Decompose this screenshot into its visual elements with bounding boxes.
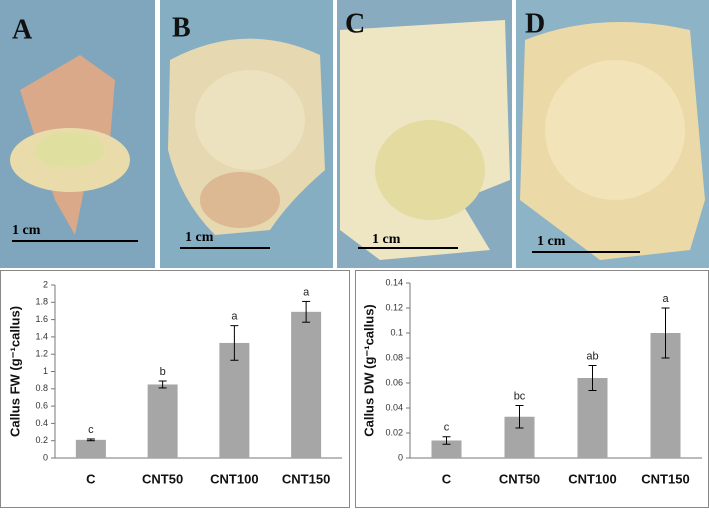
scale-label: 1 cm [537,234,566,249]
bar [431,440,462,458]
significance-letter: ab [586,350,598,362]
photo-a [0,0,155,268]
y-tick-label: 0.04 [385,402,403,412]
x-tick-label: CNT50 [499,471,540,486]
significance-letter: c [88,424,94,436]
y-tick-label: 0.4 [35,418,48,428]
chart-frame [0,270,350,508]
scale-label: 1 cm [185,230,214,245]
x-tick-label: CNT150 [641,471,689,486]
y-tick-label: 2 [43,279,48,289]
y-tick-label: 0 [398,452,403,462]
y-tick-label: 1.4 [35,331,48,341]
y-tick-label: 1.6 [35,314,48,324]
scale-label: 1 cm [12,223,41,238]
photo-d [516,0,709,268]
photo-b [160,0,333,268]
panel-label: A [12,14,33,45]
panel-label: B [172,12,191,43]
bar [75,439,106,458]
y-tick-label: 0.02 [385,427,403,437]
x-tick-label: C [86,471,96,486]
bar [291,311,322,458]
y-tick-label: 0.8 [35,383,48,393]
y-tick-label: 0.14 [385,277,403,287]
y-axis-label: Callus FW (g⁻¹callus) [7,306,22,437]
bar [147,384,178,458]
photo-c [337,0,512,268]
y-axis-label: Callus DW (g⁻¹callus) [361,304,376,437]
significance-letter: a [231,311,238,323]
x-tick-label: CNT100 [568,471,616,486]
y-tick-label: 1.2 [35,349,48,359]
x-tick-label: CNT150 [282,471,330,486]
panel-label: D [525,8,545,39]
y-tick-label: 1.8 [35,297,48,307]
significance-letter: a [303,286,310,298]
bar [219,342,250,458]
significance-letter: c [444,422,450,434]
y-tick-label: 0.06 [385,377,403,387]
y-tick-label: 1 [43,366,48,376]
y-tick-label: 0.1 [390,327,403,337]
x-tick-label: CNT100 [210,471,258,486]
bar [577,378,608,458]
y-tick-label: 0.12 [385,302,403,312]
y-tick-label: 0.08 [385,352,403,362]
significance-letter: b [160,366,166,378]
scale-label: 1 cm [372,232,401,247]
significance-letter: a [662,293,669,305]
panel-label: C [345,8,365,39]
significance-letter: bc [514,390,526,402]
x-tick-label: C [442,471,452,486]
y-tick-label: 0.2 [35,435,48,445]
y-tick-label: 0 [43,452,48,462]
y-tick-label: 0.6 [35,400,48,410]
x-tick-label: CNT50 [142,471,183,486]
